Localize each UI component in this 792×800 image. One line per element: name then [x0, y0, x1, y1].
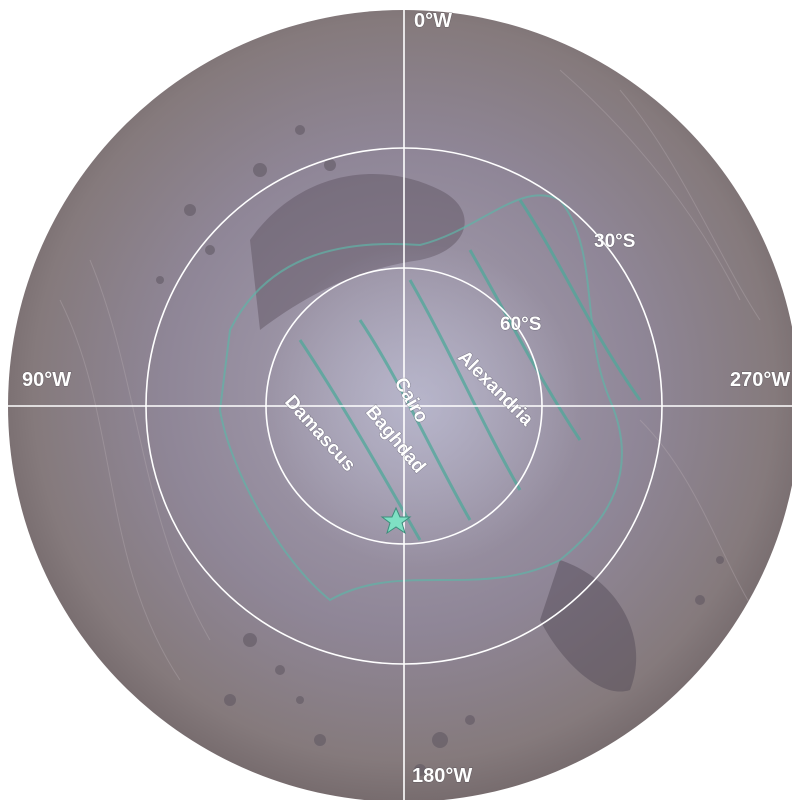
longitude-label-left: 90°W — [22, 369, 71, 391]
star-icon — [380, 506, 412, 535]
surface-texture — [59, 69, 761, 681]
longitude-label-bottom: 180°W — [412, 765, 472, 787]
crater-field — [156, 125, 724, 776]
latitude-label-30s: 30°S — [594, 231, 635, 252]
longitude-label-right: 270°W — [730, 369, 790, 391]
latitude-circle-30s — [145, 147, 663, 665]
dark-terrain-south — [540, 560, 637, 692]
fracture-lines — [298, 199, 642, 541]
latitude-circle-60s — [265, 267, 543, 545]
latitude-label-60s: 60°S — [500, 314, 541, 335]
longitude-label-top: 0°W — [414, 10, 452, 32]
